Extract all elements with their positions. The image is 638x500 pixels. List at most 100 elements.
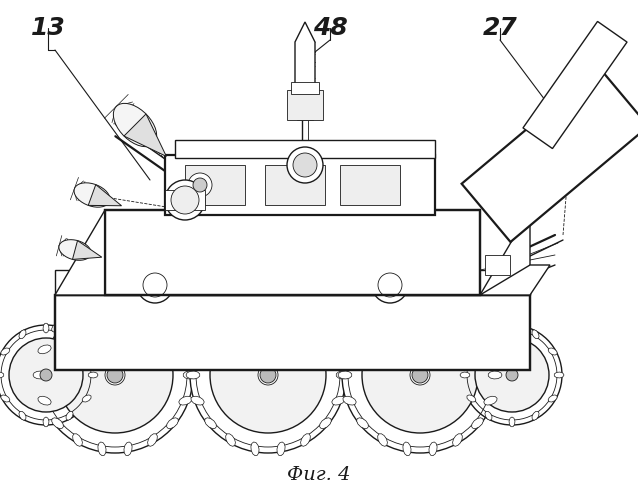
- Circle shape: [105, 365, 125, 385]
- Polygon shape: [554, 372, 564, 378]
- Polygon shape: [251, 294, 259, 308]
- Polygon shape: [1, 395, 10, 402]
- Polygon shape: [480, 210, 530, 295]
- Circle shape: [475, 338, 549, 412]
- Polygon shape: [191, 345, 204, 354]
- Bar: [55, 270, 530, 295]
- Polygon shape: [467, 395, 476, 402]
- Text: Фиг. 4: Фиг. 4: [287, 466, 351, 484]
- Bar: [340, 165, 400, 205]
- Polygon shape: [509, 417, 515, 426]
- Polygon shape: [73, 434, 82, 446]
- Circle shape: [293, 153, 317, 177]
- Circle shape: [188, 173, 212, 197]
- Polygon shape: [55, 210, 105, 295]
- Polygon shape: [357, 418, 368, 428]
- Polygon shape: [332, 396, 345, 405]
- Polygon shape: [147, 434, 158, 446]
- Polygon shape: [343, 396, 356, 405]
- Circle shape: [342, 297, 498, 453]
- Polygon shape: [167, 322, 179, 332]
- Polygon shape: [548, 395, 557, 402]
- Bar: [105, 210, 480, 295]
- Polygon shape: [226, 304, 235, 316]
- Polygon shape: [52, 322, 63, 332]
- Circle shape: [193, 178, 207, 192]
- Polygon shape: [532, 412, 539, 420]
- Polygon shape: [124, 114, 167, 156]
- Bar: [291, 82, 319, 94]
- Polygon shape: [186, 371, 200, 379]
- Bar: [175, 140, 435, 158]
- Polygon shape: [0, 372, 4, 378]
- Bar: [55, 295, 530, 370]
- Circle shape: [0, 325, 96, 425]
- Bar: [485, 255, 510, 275]
- Polygon shape: [277, 442, 285, 456]
- Circle shape: [362, 317, 478, 433]
- Bar: [165, 190, 205, 210]
- Circle shape: [258, 365, 278, 385]
- Polygon shape: [43, 324, 49, 333]
- Polygon shape: [59, 240, 91, 260]
- Text: 48: 48: [313, 16, 347, 40]
- Polygon shape: [167, 418, 179, 428]
- Polygon shape: [74, 183, 110, 207]
- Polygon shape: [82, 395, 91, 402]
- Polygon shape: [300, 304, 310, 316]
- Bar: [287, 90, 323, 120]
- Polygon shape: [183, 371, 197, 379]
- Circle shape: [372, 267, 408, 303]
- Polygon shape: [66, 412, 73, 420]
- Circle shape: [412, 367, 428, 383]
- Bar: [265, 165, 325, 205]
- Circle shape: [210, 317, 326, 433]
- Circle shape: [37, 297, 193, 453]
- Polygon shape: [485, 330, 492, 338]
- Polygon shape: [1, 348, 10, 355]
- Polygon shape: [378, 434, 387, 446]
- Circle shape: [190, 297, 346, 453]
- Polygon shape: [488, 371, 502, 379]
- Polygon shape: [43, 417, 49, 426]
- Polygon shape: [460, 372, 470, 378]
- Polygon shape: [82, 348, 91, 355]
- Polygon shape: [332, 345, 345, 354]
- Polygon shape: [277, 294, 285, 308]
- Polygon shape: [357, 322, 368, 332]
- Polygon shape: [33, 371, 47, 379]
- Circle shape: [107, 367, 123, 383]
- Circle shape: [171, 186, 199, 214]
- Polygon shape: [205, 418, 216, 428]
- Circle shape: [462, 325, 562, 425]
- Circle shape: [40, 369, 52, 381]
- Polygon shape: [548, 348, 557, 355]
- Polygon shape: [19, 330, 26, 338]
- Text: 13: 13: [31, 16, 65, 40]
- Polygon shape: [88, 372, 98, 378]
- Polygon shape: [378, 304, 387, 316]
- Circle shape: [9, 338, 83, 412]
- Bar: [185, 165, 245, 205]
- Bar: [105, 210, 480, 295]
- Polygon shape: [403, 442, 411, 456]
- Circle shape: [57, 317, 173, 433]
- Polygon shape: [295, 22, 315, 85]
- Polygon shape: [429, 442, 437, 456]
- Polygon shape: [532, 330, 539, 338]
- Polygon shape: [38, 396, 51, 405]
- Polygon shape: [485, 412, 492, 420]
- Polygon shape: [484, 396, 497, 405]
- Polygon shape: [147, 304, 158, 316]
- Circle shape: [287, 147, 323, 183]
- Polygon shape: [343, 345, 356, 354]
- Polygon shape: [484, 345, 497, 354]
- Polygon shape: [73, 304, 82, 316]
- Polygon shape: [179, 345, 192, 354]
- Polygon shape: [467, 348, 476, 355]
- Polygon shape: [300, 434, 310, 446]
- Polygon shape: [98, 442, 106, 456]
- Polygon shape: [98, 294, 106, 308]
- Polygon shape: [480, 265, 550, 295]
- Circle shape: [165, 180, 205, 220]
